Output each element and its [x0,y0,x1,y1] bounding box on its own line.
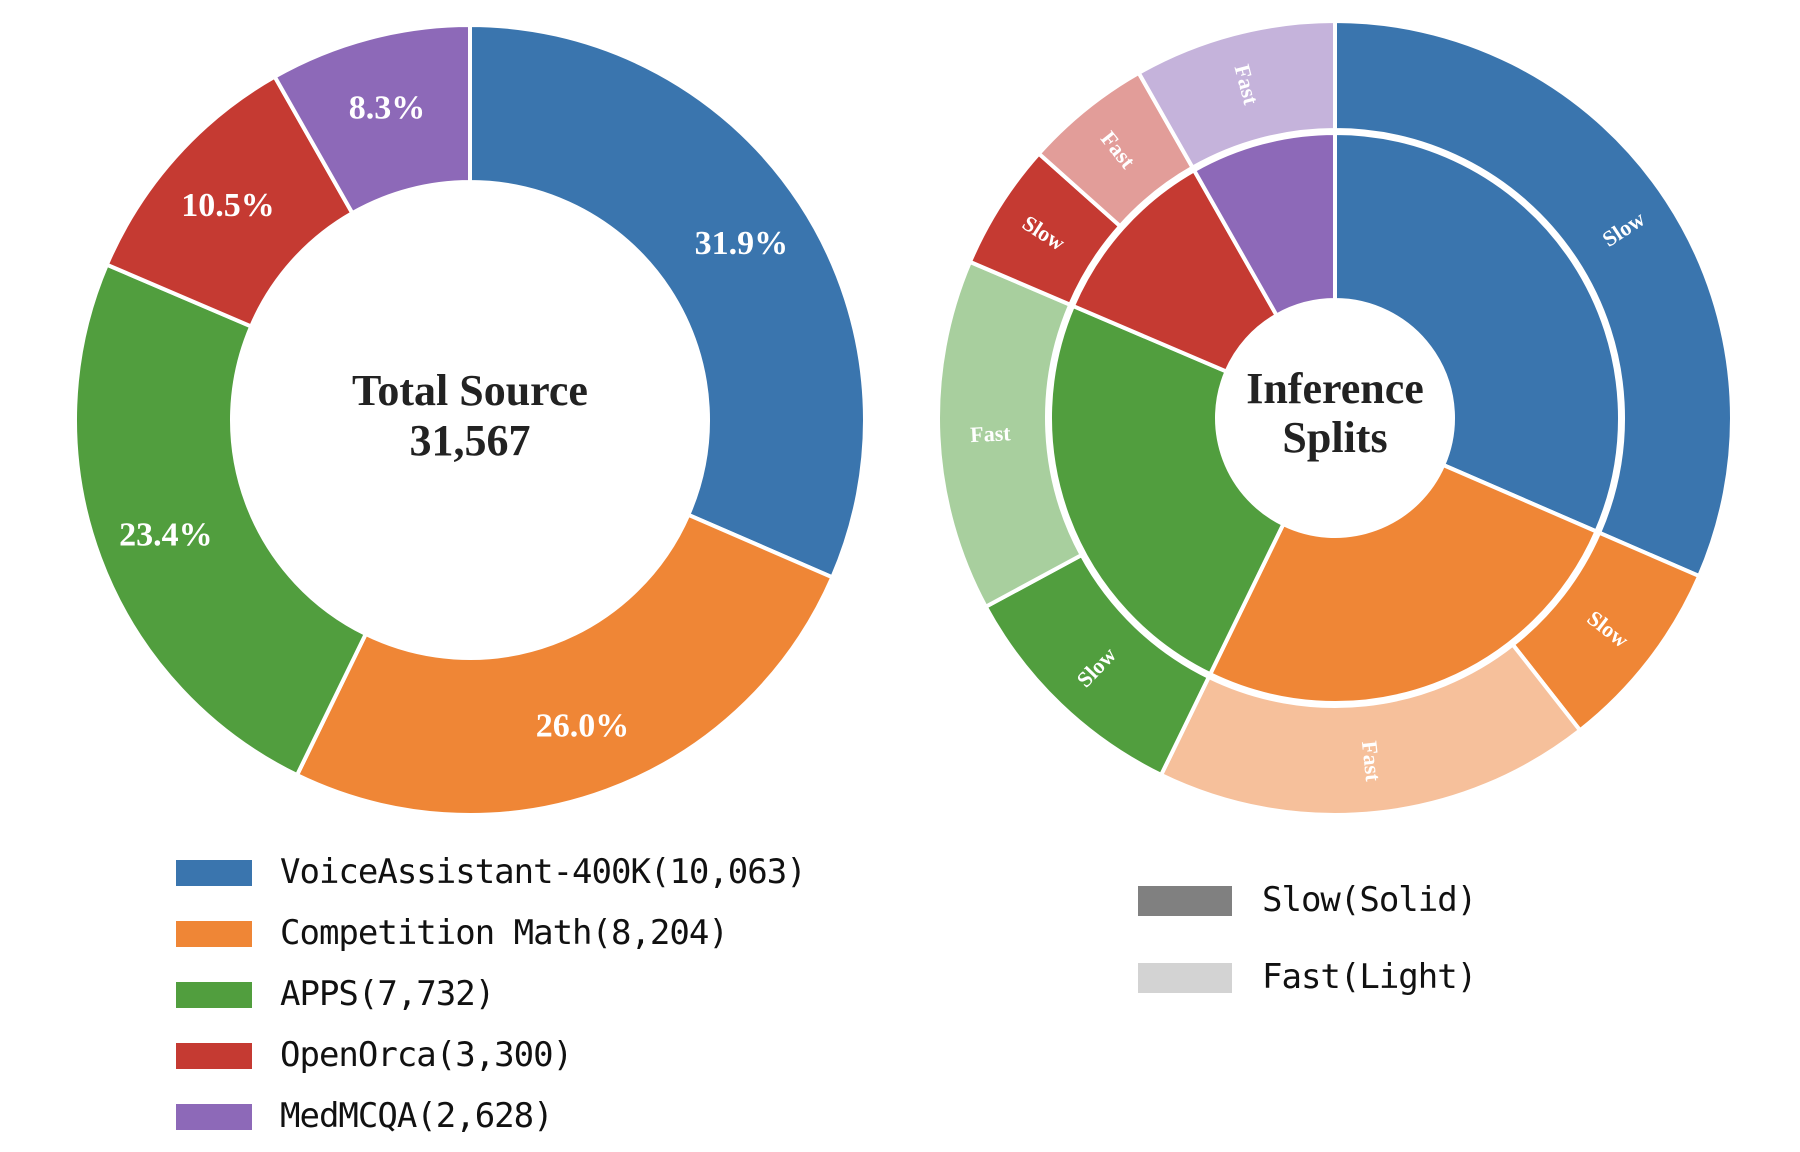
left-slice-label-voiceassistant-400k: 31.9% [695,225,789,262]
left-slice-label-medmcqa: 8.3% [349,89,426,126]
legend-swatch-fast [1138,963,1232,993]
right-outer-label-apps-fast: Fast [970,420,1012,447]
legend-label-apps: APPS(7,732) [280,974,495,1014]
left-slice-label-apps: 23.4% [119,516,213,553]
legend-label-competition-math: Competition Math(8,204) [280,913,729,953]
left-center-title: Total Source [352,366,588,415]
legend-swatch-openorca [176,1043,252,1069]
legend-label-openorca: OpenOrca(3,300) [280,1035,573,1075]
left-center-total: 31,567 [410,416,531,465]
legend-label-voiceassistant: VoiceAssistant-400K(10,063) [280,852,807,892]
left-slice-medmcqa [272,23,472,216]
left-slice-apps [73,262,368,778]
total-source-donut: 31.9% 26.0% 23.4% 10.5% 8.3% [73,23,867,817]
legend-label-slow: Slow(Solid) [1262,880,1477,920]
right-outer-label-competition-math-fast: Fast [1357,740,1386,783]
right-inner-slice-medmcqa [1192,131,1337,318]
right-legend: Slow(Solid) Fast(Light) [1138,880,1638,1000]
left-slice-competition-math [295,512,835,817]
legend-swatch-medmcqa [176,1104,252,1130]
left-slice-label-openorca: 10.5% [181,187,275,224]
right-inner-slice-competition-math [1208,462,1599,705]
right-inner-slice-voiceassistant-400k [1333,131,1622,534]
legend-label-fast: Fast(Light) [1262,957,1477,997]
right-inner-slice-openorca [1070,168,1279,374]
right-center-title-line1: Inference [1246,364,1424,413]
legend-swatch-competition-math [176,921,252,947]
right-outer-slice-voiceassistant-400k-slow [1333,19,1734,579]
legend-swatch-slow [1138,886,1232,916]
right-outer-slice-medmcqa-fast [1136,19,1337,170]
legend-swatch-apps [176,982,252,1008]
left-slice-label-competition-math: 26.0% [536,707,630,744]
right-center-title-line2: Splits [1282,413,1387,462]
right-inner-slice-apps [1048,303,1286,677]
legend-swatch-voiceassistant [176,860,252,886]
legend-label-medmcqa: MedMCQA(2,628) [280,1096,554,1136]
left-legend: VoiceAssistant-400K(10,063) Competition … [176,852,876,1152]
left-slice-voiceassistant-400k [468,23,867,580]
